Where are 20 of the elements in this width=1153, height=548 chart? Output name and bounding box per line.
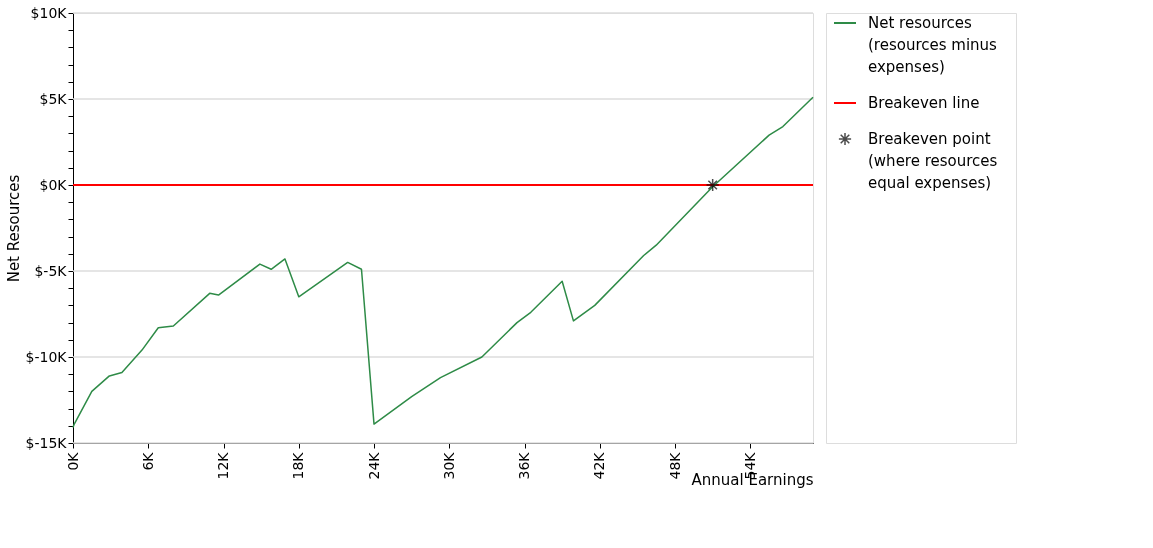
legend-label: Net resources (resources minus expenses): [868, 14, 998, 76]
legend-label: Breakeven line: [868, 94, 980, 112]
x-tick-label: 42K: [591, 451, 608, 480]
y-tick-label: $-10K: [25, 348, 68, 365]
x-tick-label: 24K: [365, 451, 382, 480]
x-tick-label: 36K: [516, 451, 533, 480]
x-tick-label: 48K: [666, 451, 683, 480]
y-tick-label: $-5K: [34, 262, 68, 279]
line-series: [72, 96, 814, 429]
y-tick-label: $-15K: [25, 434, 68, 451]
legend-label: Breakeven point (where resources equal expenses): [868, 130, 998, 192]
x-tick-label: 12K: [215, 451, 232, 480]
x-tick-label: 30K: [440, 451, 457, 480]
x-tick-label: 6K: [139, 451, 156, 471]
x-tick-label: 18K: [290, 451, 307, 480]
x-tick-label: 0K: [64, 451, 81, 471]
y-tick-label: $10K: [30, 4, 68, 21]
y-tick-label: $0K: [39, 176, 68, 193]
y-axis-title: Net Resources: [4, 174, 23, 283]
y-tick-label: $5K: [39, 90, 68, 107]
